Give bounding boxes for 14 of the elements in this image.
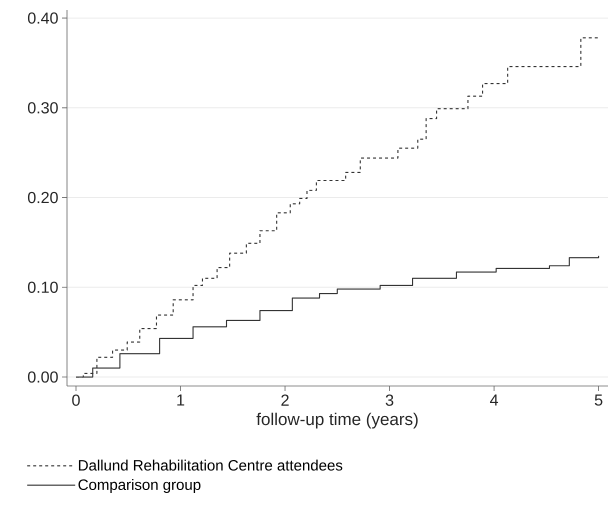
x-tick-label: 2 bbox=[281, 394, 289, 406]
x-tick-label: 0 bbox=[72, 394, 80, 406]
y-tick-label: 0.10 bbox=[28, 282, 58, 293]
x-tick-label: 1 bbox=[177, 394, 184, 406]
x-tick-label: 3 bbox=[386, 394, 394, 406]
legend-label: Comparison group bbox=[78, 478, 200, 493]
x-tick-label: 4 bbox=[490, 394, 498, 406]
x-axis-title: follow-up time (years) bbox=[256, 412, 418, 429]
x-tick-label: 5 bbox=[594, 394, 602, 406]
y-tick-label: 0.00 bbox=[28, 371, 58, 383]
y-tick-label: 0.20 bbox=[28, 192, 58, 204]
y-tick-label: 0.40 bbox=[28, 12, 58, 24]
legend-label: Dallund Rehabilitation Centre attendees bbox=[78, 460, 342, 471]
y-tick-label: 0.30 bbox=[28, 102, 58, 114]
